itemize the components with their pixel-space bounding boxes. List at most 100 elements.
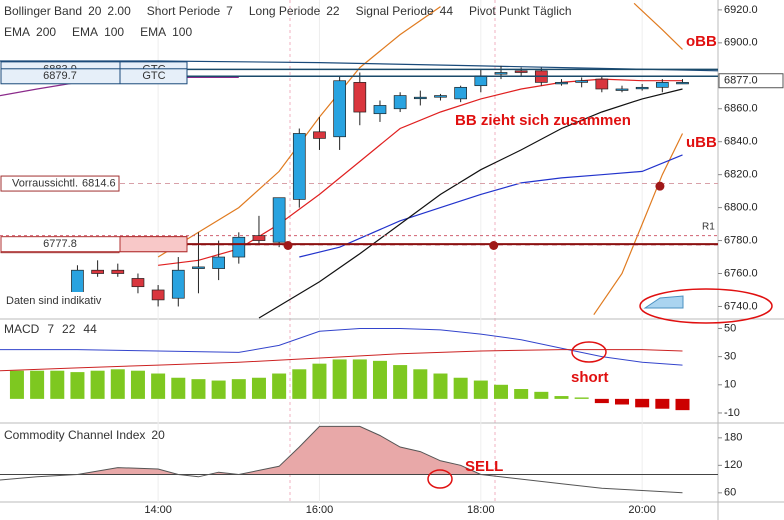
order-box-fill: [119, 236, 188, 253]
histogram-bar: [372, 360, 387, 399]
panel-title: MACD: [4, 322, 40, 336]
annotation: uBB: [686, 134, 717, 151]
legend-name: Pivot Punkt Täglich: [469, 4, 572, 18]
histogram-bar: [9, 370, 24, 399]
candle-body: [514, 70, 528, 73]
y-tick-label: 30: [724, 351, 736, 363]
candle-body: [454, 86, 467, 100]
legend-param: 100: [104, 25, 124, 39]
highlight-ellipse: [571, 341, 607, 363]
histogram-bar: [171, 377, 186, 399]
candle-body: [171, 269, 185, 299]
marker: [489, 241, 499, 251]
legend-param: 200: [36, 25, 56, 39]
histogram-bar: [191, 379, 206, 399]
cci-fill: [0, 426, 683, 475]
candle-body: [212, 256, 225, 269]
candle-body: [373, 105, 387, 115]
histogram-bar: [312, 363, 327, 399]
candle-body: [71, 269, 84, 296]
forecast-value: 6814.6: [82, 177, 116, 189]
notice-box: [2, 292, 118, 308]
forecast-box: [0, 175, 120, 192]
legend-name: EMA: [4, 25, 30, 39]
histogram-bar: [332, 359, 347, 399]
y-tick-label: 6760.0: [724, 267, 758, 279]
highlight-ellipse: [639, 288, 773, 324]
histogram-bar: [292, 369, 307, 399]
legend-name: Signal Periode: [356, 4, 434, 18]
histogram-bar: [413, 369, 428, 399]
legend-param: 7: [226, 4, 233, 18]
candle-body: [555, 82, 568, 85]
histogram-bar: [352, 359, 367, 399]
candle-body: [676, 82, 689, 85]
legend-param: 2.00: [107, 4, 131, 18]
indicator-line: [258, 88, 683, 319]
histogram-bar: [251, 377, 266, 399]
legend-param: 100: [172, 25, 192, 39]
order-box: [0, 68, 188, 85]
histogram-bar: [130, 370, 145, 399]
highlight-ellipse: [427, 469, 453, 489]
y-tick-label: 6920.0: [724, 4, 758, 16]
legend-param: 22: [326, 4, 340, 18]
candle-body: [252, 235, 266, 241]
indicator-line: [633, 2, 683, 50]
y-tick-label: 6780.0: [724, 234, 758, 246]
notice: Daten sind indikativ: [6, 295, 102, 307]
order-price: 6777.8: [43, 238, 77, 250]
legend-param: 44: [440, 4, 454, 18]
histogram-bar: [534, 391, 549, 399]
panel-param: 22: [62, 322, 76, 336]
histogram-bar: [211, 380, 226, 399]
panel-param: 44: [83, 322, 97, 336]
histogram-bar: [453, 377, 468, 399]
histogram-bar: [614, 398, 629, 405]
histogram-bar: [151, 373, 166, 399]
histogram-bar: [110, 369, 125, 399]
y-tick-label: 6740.0: [724, 300, 758, 312]
histogram-bar: [473, 380, 488, 399]
y-tick-label: 50: [724, 322, 736, 334]
y-tick-label: -10: [724, 407, 740, 419]
histogram-bar: [272, 373, 287, 399]
y-tick-label: 60: [724, 487, 736, 499]
candle-body: [272, 197, 286, 243]
x-tick-label: 16:00: [306, 504, 334, 516]
legend-name: Long Periode: [249, 4, 321, 18]
last-price-label: 6877.0: [724, 75, 758, 87]
candle-body: [655, 82, 669, 88]
y-tick-label: 6800.0: [724, 202, 758, 214]
candle-body: [131, 278, 145, 288]
panel-param: 7: [47, 322, 54, 336]
histogram-bar: [231, 379, 246, 399]
marker: [283, 241, 293, 251]
candle-body: [353, 82, 367, 113]
candle-body: [413, 96, 427, 100]
candle-body: [192, 266, 205, 269]
candle-body: [474, 75, 488, 87]
y-tick-label: 6840.0: [724, 136, 758, 148]
histogram-bar: [675, 398, 690, 411]
panel-param: 20: [151, 428, 165, 442]
legend-name: Short Periode: [147, 4, 221, 18]
candle-body: [111, 269, 125, 274]
candle-body: [313, 131, 326, 139]
panel-title: Commodity Channel Index: [4, 428, 145, 442]
y-tick-label: 6820.0: [724, 169, 758, 181]
annotation: SELL: [465, 458, 503, 475]
histogram-bar: [594, 398, 609, 404]
y-tick-label: 6900.0: [724, 37, 758, 49]
legend-name: EMA: [72, 25, 98, 39]
y-tick-label: 10: [724, 379, 736, 391]
histogram-bar: [635, 398, 650, 408]
candle-body: [434, 95, 447, 98]
x-tick-label: 14:00: [144, 504, 172, 516]
histogram-bar: [50, 370, 65, 399]
histogram-bar: [554, 396, 569, 399]
histogram-bar: [90, 370, 105, 399]
candle-body: [91, 269, 104, 274]
histogram-bar: [393, 365, 408, 399]
